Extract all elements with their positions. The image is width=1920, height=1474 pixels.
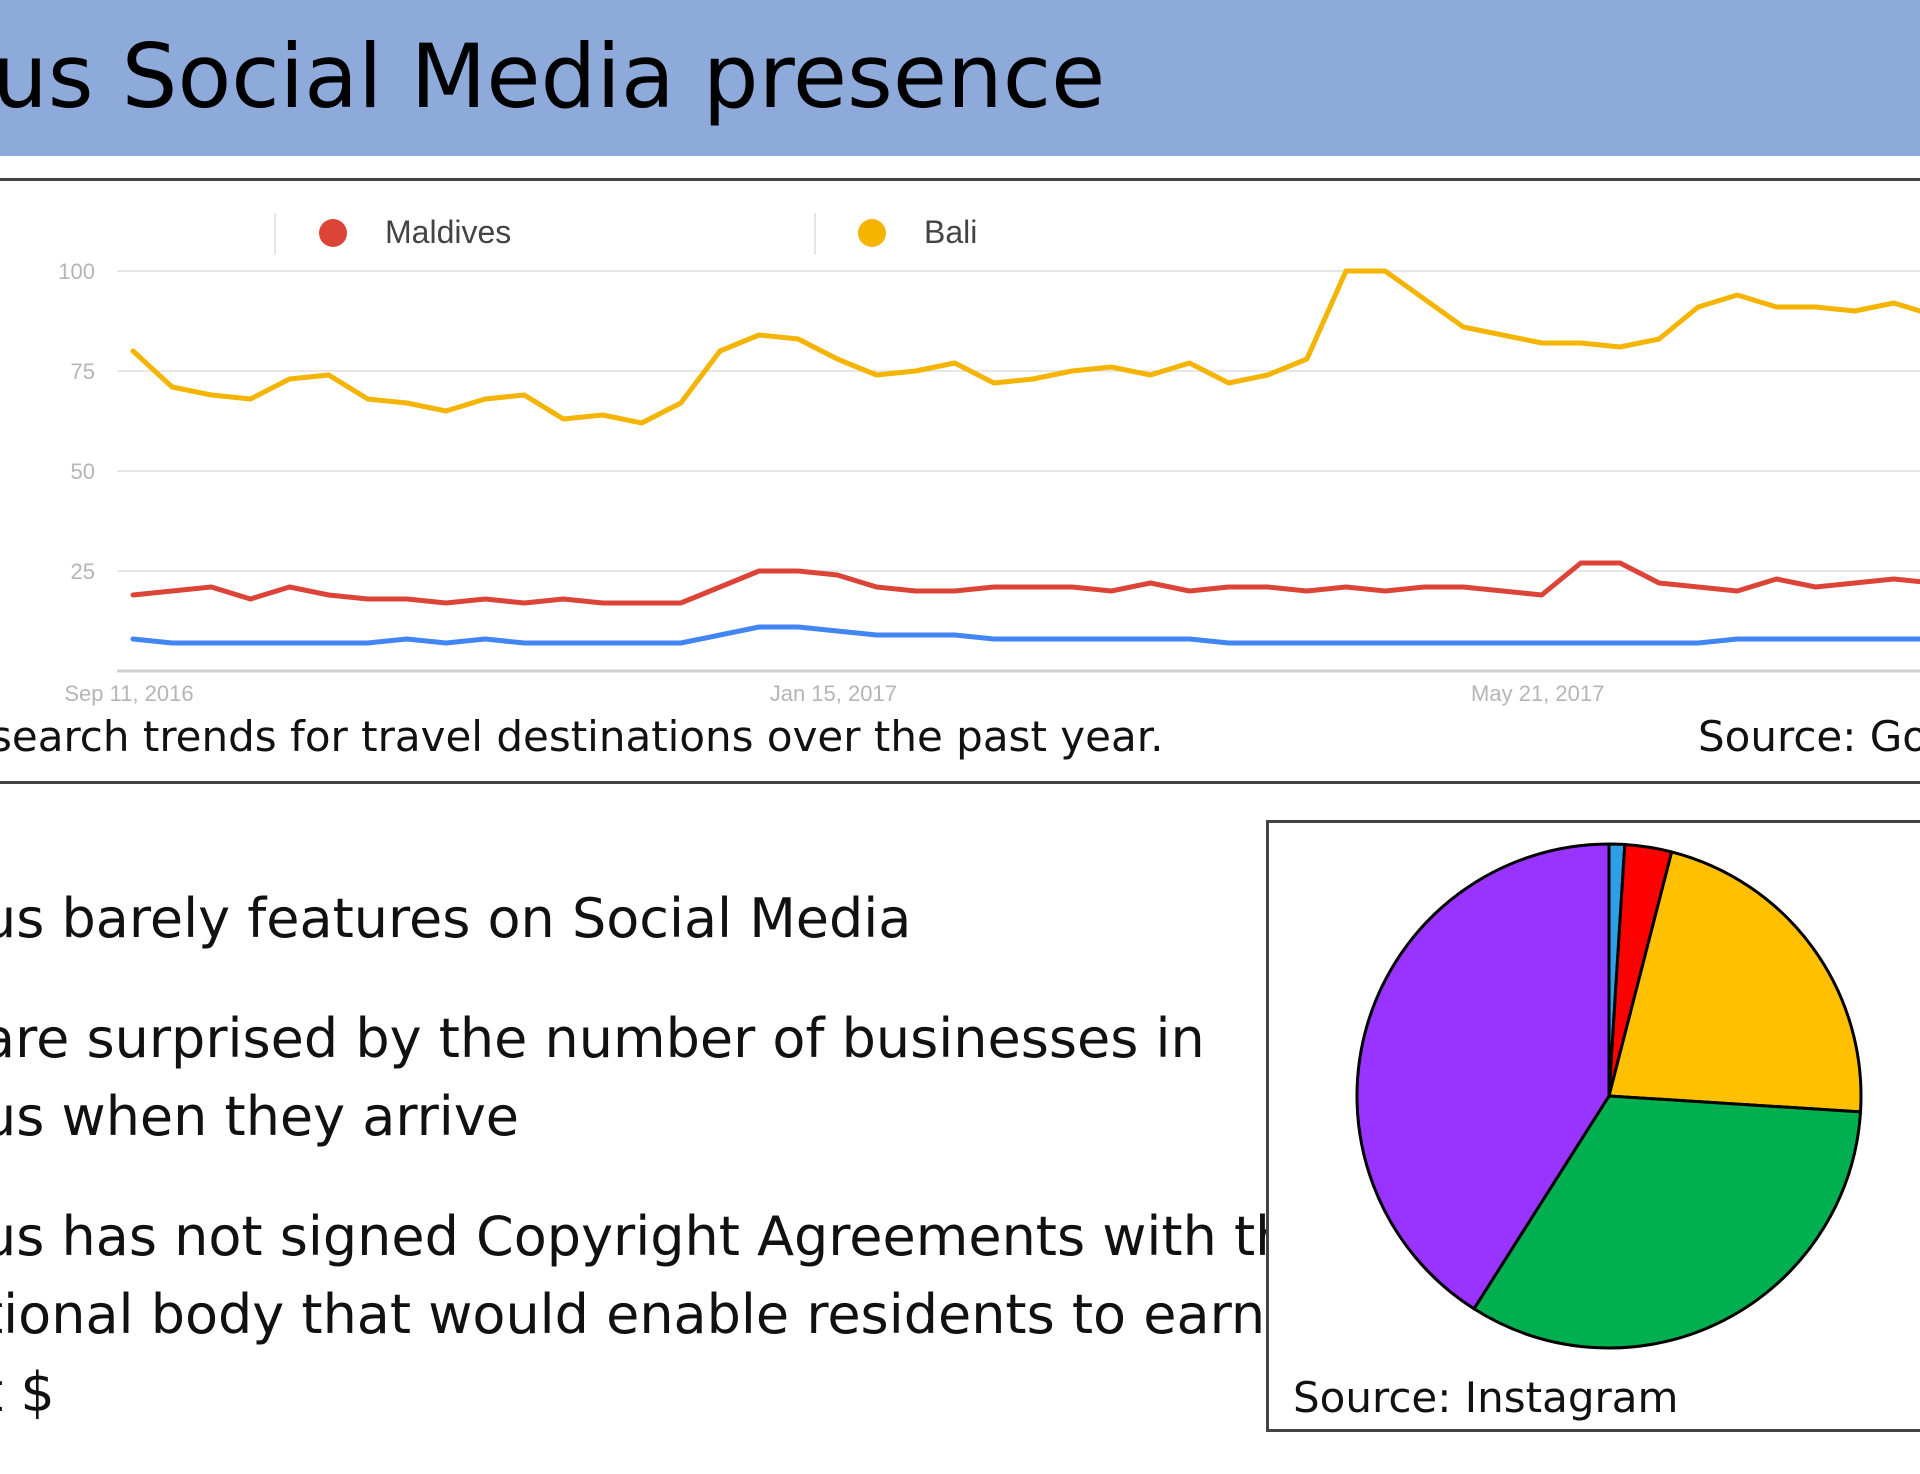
bullet-line: tional body that would enable residents … [0, 1283, 1266, 1346]
legend-label: Maldives [385, 214, 511, 250]
series-line-bali [130, 268, 1920, 426]
x-tick-label: Sep 11, 2016 [64, 681, 193, 706]
legend-marker [319, 219, 347, 247]
trend-grid [117, 270, 1920, 673]
series-line-maldives [130, 560, 1920, 606]
slide-title: us Social Media presence [0, 25, 1106, 128]
trend-legend: Maldives Bali [274, 213, 977, 255]
search-trend-chart: 25 50 75 100 Sep 11, 2016 Jan 15, 2017 May 21… [58, 213, 1920, 706]
legend-marker [858, 219, 886, 247]
bullet-line: us barely features on Social Media [0, 887, 912, 950]
legend-label: Bali [924, 214, 977, 250]
y-tick-label: 50 [71, 459, 95, 484]
search-trend-panel: 25 50 75 100 Sep 11, 2016 Jan 15, 2017 May 21… [0, 178, 1920, 784]
trend-caption: search trends for travel destinations ov… [0, 712, 1164, 761]
bullet-list: us barely features on Social Media are s… [0, 880, 1270, 1474]
y-tick-label: 100 [58, 259, 95, 284]
pie-slice [1607, 850, 1863, 1114]
instagram-pie-chart [1355, 842, 1863, 1350]
trend-x-ticks: Sep 11, 2016 Jan 15, 2017 May 21, 2017 [64, 681, 1604, 706]
bullet-item: us has not signed Copyright Agreements w… [0, 1198, 1270, 1432]
y-tick-label: 75 [71, 359, 95, 384]
series-line-unnamed [130, 624, 1920, 646]
bullet-item: are surprised by the number of businesse… [0, 1000, 1270, 1156]
pie-slice [1355, 842, 1611, 1311]
x-tick-label: May 21, 2017 [1471, 681, 1604, 706]
bullet-line: us when they arrive [0, 1085, 519, 1148]
y-tick-label: 25 [71, 559, 95, 584]
trend-source: Source: Go [1698, 712, 1920, 761]
bullet-line: us has not signed Copyright Agreements w… [0, 1205, 1270, 1268]
slide-header: us Social Media presence [0, 0, 1920, 156]
instagram-pie-panel: Source: Instagram [1266, 820, 1920, 1432]
pie-source: Source: Instagram [1293, 1373, 1679, 1422]
trend-series [130, 268, 1920, 646]
bullet-line: t $ [0, 1361, 55, 1424]
bullet-line: are surprised by the number of businesse… [0, 1007, 1205, 1070]
x-tick-label: Jan 15, 2017 [770, 681, 897, 706]
bullet-item: us barely features on Social Media [0, 880, 1270, 958]
trend-y-ticks: 25 50 75 100 [58, 259, 95, 584]
